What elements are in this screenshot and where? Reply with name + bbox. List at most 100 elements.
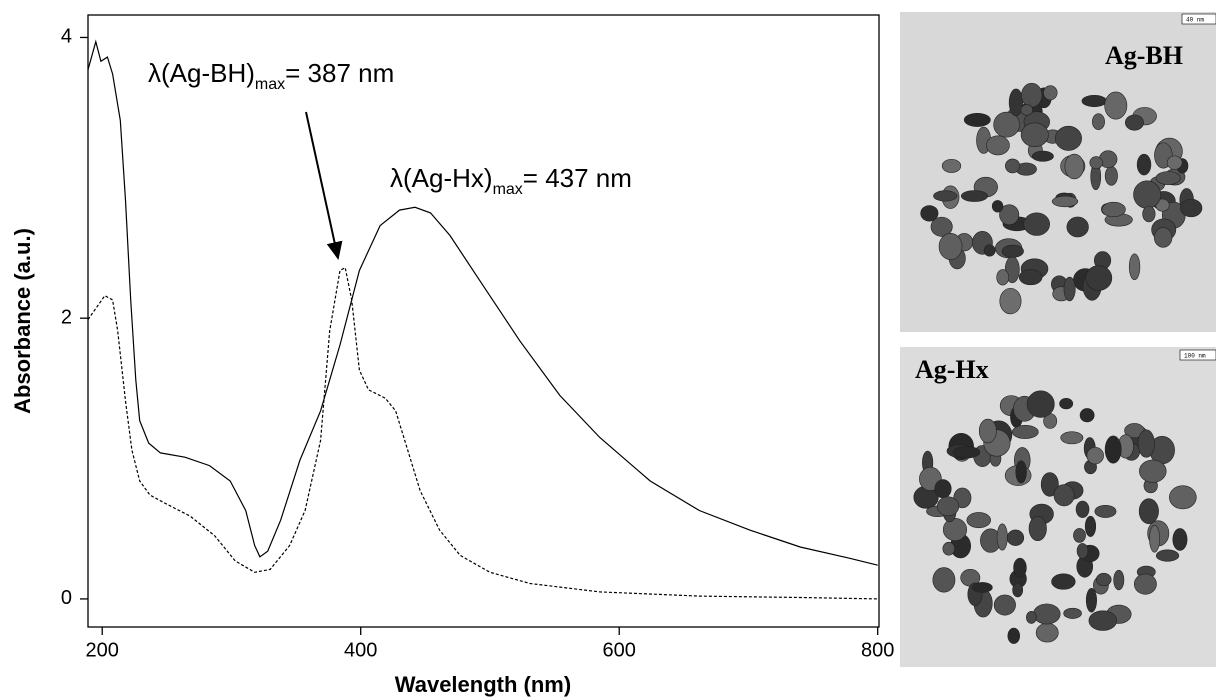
particle (991, 200, 1004, 213)
particle (971, 582, 993, 593)
image-label: Ag-Hx (915, 355, 989, 384)
particle (1104, 166, 1118, 186)
particle (1023, 212, 1050, 236)
particle (993, 111, 1020, 138)
particle (1012, 582, 1024, 598)
x-axis-title: Wavelength (nm) (395, 672, 571, 697)
particle (934, 479, 952, 499)
annotation-sub: max (493, 181, 523, 198)
tem-image (900, 347, 1216, 667)
particle (966, 512, 992, 529)
particle (1026, 611, 1037, 624)
particle (936, 496, 960, 517)
x-tick-label: 200 (86, 639, 119, 661)
particle (1133, 180, 1162, 209)
particle (1060, 431, 1084, 445)
particle (996, 269, 1010, 286)
particle (963, 112, 991, 127)
scale-label: 100 nm (1184, 353, 1206, 360)
particle (1015, 460, 1027, 484)
particle (1001, 244, 1024, 258)
particle (1149, 524, 1160, 553)
particle (1063, 276, 1076, 302)
tem-image (900, 12, 1216, 332)
particle (1079, 408, 1095, 423)
particle (983, 244, 996, 257)
particle (1088, 610, 1118, 631)
particle (978, 418, 997, 444)
data-line (87, 39, 878, 566)
y-axis-title: Absorbance (a.u.) (10, 228, 35, 414)
particle (1075, 500, 1090, 518)
x-tick-label: 400 (344, 639, 377, 661)
particle (933, 190, 958, 202)
particle (1043, 85, 1058, 101)
annotation-arrow (305, 111, 343, 260)
particle (1085, 265, 1113, 291)
particle (1084, 515, 1097, 537)
particle (1073, 528, 1086, 543)
particle (1104, 435, 1122, 464)
particle (1008, 88, 1024, 117)
y-tick-label: 4 (61, 26, 72, 48)
scale-bar (1181, 13, 1216, 25)
particle (1053, 484, 1075, 507)
particle (952, 446, 981, 459)
particle (1021, 82, 1043, 108)
particle (1089, 156, 1103, 170)
particle (1137, 429, 1155, 458)
particle (986, 135, 1010, 156)
annotation-suffix: = 437 nm (523, 163, 632, 193)
particle (1018, 269, 1043, 286)
particle (1095, 572, 1112, 587)
annotation: λ(Ag-BH)max= 387 nm (148, 58, 394, 93)
annotation-text: λ(Ag-BH) (148, 58, 255, 88)
particle (1139, 459, 1167, 483)
particle (1020, 104, 1033, 116)
particle (1169, 485, 1197, 510)
x-tick-label: 800 (861, 639, 894, 661)
particle (1081, 94, 1107, 107)
particle (1125, 114, 1144, 131)
y-tick-label: 2 (61, 306, 72, 328)
particle (1013, 557, 1027, 578)
particle (1085, 588, 1097, 613)
particle (1007, 627, 1020, 644)
particle (1011, 425, 1039, 439)
particle (930, 216, 953, 237)
data-line (87, 266, 878, 600)
particle (1142, 205, 1156, 223)
particle (1076, 543, 1089, 559)
particle (1136, 153, 1152, 176)
particle (1051, 573, 1076, 590)
x-tick-label: 600 (603, 639, 636, 661)
annotation: λ(Ag-Hx)max= 437 nm (390, 163, 632, 198)
y-tick-label: 0 (61, 587, 72, 609)
particle (999, 287, 1022, 315)
particle (1051, 195, 1079, 208)
particle (1066, 216, 1089, 238)
particle (1094, 504, 1117, 518)
particle (1020, 122, 1049, 148)
particle (1063, 607, 1082, 619)
particle (942, 541, 955, 556)
particle (1040, 472, 1059, 497)
particle (938, 233, 963, 260)
particle (1028, 516, 1047, 542)
plot-frame (87, 14, 880, 628)
particle (1033, 603, 1061, 625)
particle (996, 523, 1008, 551)
particle (1035, 622, 1059, 643)
particle (1054, 125, 1082, 151)
particle (1092, 113, 1105, 130)
particle (1166, 155, 1183, 170)
particle (1180, 198, 1203, 218)
particle (1153, 227, 1173, 248)
particle (1104, 91, 1128, 120)
scale-label: 40 nm (1186, 17, 1204, 24)
particle (920, 205, 939, 222)
particle (1026, 390, 1055, 418)
particle (1133, 573, 1157, 595)
particle (1113, 569, 1125, 591)
